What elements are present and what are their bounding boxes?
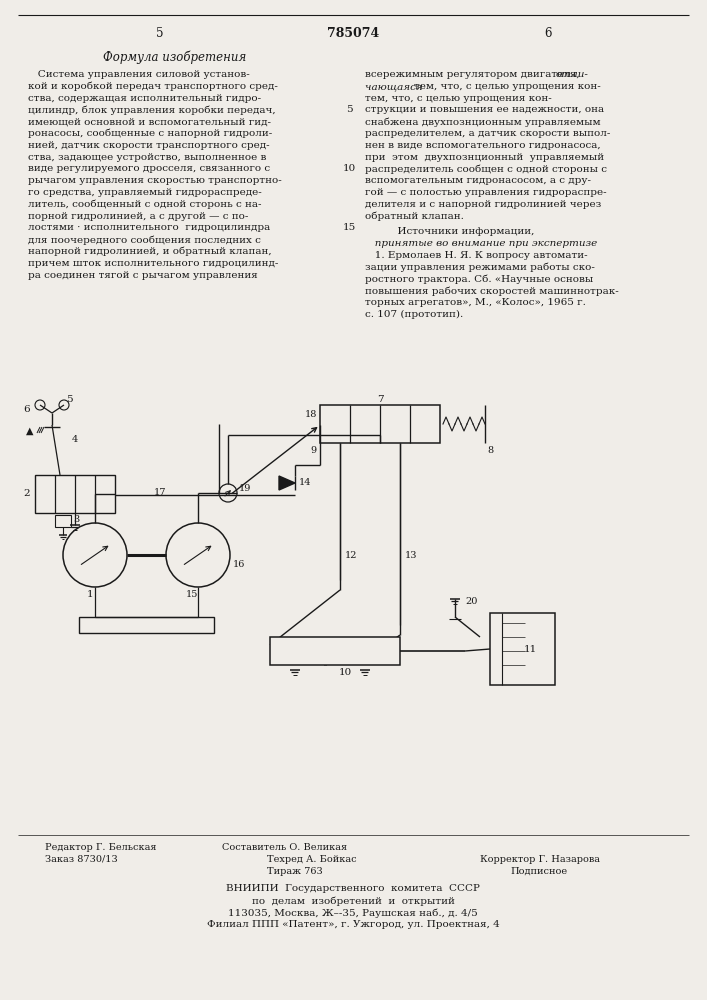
Text: Заказ 8730/13: Заказ 8730/13 bbox=[45, 855, 118, 864]
Text: Формула изобретения: Формула изобретения bbox=[103, 50, 247, 64]
Text: 113035, Москва, Ж–-35, Раушская наб., д. 4/5: 113035, Москва, Ж–-35, Раушская наб., д.… bbox=[228, 908, 478, 918]
Text: по  делам  изобретений  и  открытий: по делам изобретений и открытий bbox=[252, 896, 455, 906]
Text: 8: 8 bbox=[487, 446, 493, 455]
Text: ства, задающее устройство, выполненное в: ства, задающее устройство, выполненное в bbox=[28, 153, 267, 162]
Text: зации управления режимами работы ско-: зации управления режимами работы ско- bbox=[365, 263, 595, 272]
Text: 11: 11 bbox=[523, 645, 537, 654]
Text: нией, датчик скорости транспортного сред-: нией, датчик скорости транспортного сред… bbox=[28, 141, 269, 150]
Text: Корректор Г. Назарова: Корректор Г. Назарова bbox=[480, 855, 600, 864]
Text: делителя и с напорной гидролинией через: делителя и с напорной гидролинией через bbox=[365, 200, 601, 209]
Text: 12: 12 bbox=[345, 550, 358, 560]
Text: имеющей основной и вспомогательный гид-: имеющей основной и вспомогательный гид- bbox=[28, 117, 271, 126]
Text: 15: 15 bbox=[342, 223, 356, 232]
Text: 10: 10 bbox=[339, 668, 351, 677]
Text: 18: 18 bbox=[305, 410, 317, 419]
Text: Техред А. Бойкас: Техред А. Бойкас bbox=[267, 855, 356, 864]
Text: тем, что, с целью упрощения кон-: тем, что, с целью упрощения кон- bbox=[365, 94, 551, 103]
Text: 3: 3 bbox=[73, 514, 79, 524]
Text: 5: 5 bbox=[66, 395, 73, 404]
Bar bbox=[320, 405, 440, 443]
Text: ростного трактора. Сб. «Научные основы: ростного трактора. Сб. «Научные основы bbox=[365, 275, 593, 284]
Text: ▲: ▲ bbox=[26, 427, 34, 436]
Text: 17: 17 bbox=[153, 488, 166, 497]
Text: 14: 14 bbox=[299, 478, 312, 487]
Text: 2: 2 bbox=[23, 489, 30, 498]
Text: 4: 4 bbox=[72, 435, 78, 444]
Text: ра соединен тягой с рычагом управления: ра соединен тягой с рычагом управления bbox=[28, 271, 258, 280]
Text: причем шток исполнительного гидроцилинд-: причем шток исполнительного гидроцилинд- bbox=[28, 259, 279, 268]
Text: виде регулируемого дросселя, связанного с: виде регулируемого дросселя, связанного … bbox=[28, 164, 270, 173]
Text: 20: 20 bbox=[465, 597, 477, 606]
Text: напорной гидролинией, и обратный клапан,: напорной гидролинией, и обратный клапан, bbox=[28, 247, 271, 256]
Text: всережимным регулятором двигателя,: всережимным регулятором двигателя, bbox=[365, 70, 583, 79]
Text: Тираж 763: Тираж 763 bbox=[267, 867, 323, 876]
Text: 15: 15 bbox=[186, 590, 198, 599]
Text: лостями · исполнительного  гидроцилиндра: лостями · исполнительного гидроцилиндра bbox=[28, 223, 270, 232]
Text: чающаяся: чающаяся bbox=[365, 82, 426, 91]
Text: кой и коробкой передач транспортного сред-: кой и коробкой передач транспортного сре… bbox=[28, 82, 278, 91]
Text: 7: 7 bbox=[377, 395, 383, 404]
Text: 9: 9 bbox=[311, 446, 317, 455]
Text: 6: 6 bbox=[544, 27, 551, 40]
Text: 1: 1 bbox=[87, 590, 93, 599]
Text: распределитель сообщен с одной стороны с: распределитель сообщен с одной стороны с bbox=[365, 164, 607, 174]
Text: Филиал ППП «Патент», г. Ужгород, ул. Проектная, 4: Филиал ППП «Патент», г. Ужгород, ул. Про… bbox=[206, 920, 499, 929]
Text: для поочередного сообщения последних с: для поочередного сообщения последних с bbox=[28, 235, 261, 245]
Text: Источники информации,: Источники информации, bbox=[365, 227, 534, 236]
Text: повышения рабочих скоростей машиннотрак-: повышения рабочих скоростей машиннотрак- bbox=[365, 286, 619, 296]
Text: обратный клапан.: обратный клапан. bbox=[365, 212, 464, 221]
Text: 6: 6 bbox=[23, 404, 30, 414]
Text: рычагом управления скоростью транспортно-: рычагом управления скоростью транспортно… bbox=[28, 176, 282, 185]
Text: 785074: 785074 bbox=[327, 27, 379, 40]
Bar bbox=[490, 613, 555, 685]
Polygon shape bbox=[279, 476, 295, 490]
Text: ства, содержащая исполнительный гидро-: ства, содержащая исполнительный гидро- bbox=[28, 94, 261, 103]
Bar bbox=[270, 637, 400, 665]
Bar bbox=[35, 475, 115, 513]
Text: принятые во внимание при экспертизе: принятые во внимание при экспертизе bbox=[365, 239, 597, 248]
Text: струкции и повышения ее надежности, она: струкции и повышения ее надежности, она bbox=[365, 105, 604, 114]
Text: ВНИИПИ  Государственного  комитета  СССР: ВНИИПИ Государственного комитета СССР bbox=[226, 884, 480, 893]
Text: Система управления силовой установ-: Система управления силовой установ- bbox=[28, 70, 250, 79]
Text: цилиндр, блок управления коробки передач,: цилиндр, блок управления коробки передач… bbox=[28, 105, 276, 115]
Text: снабжена двухпознционным управляемым: снабжена двухпознционным управляемым bbox=[365, 117, 601, 127]
Text: литель, сообщенный с одной сторонь с на-: литель, сообщенный с одной сторонь с на- bbox=[28, 200, 262, 209]
Text: с. 107 (прототип).: с. 107 (прототип). bbox=[365, 310, 463, 319]
Text: распределителем, а датчик скорости выпол-: распределителем, а датчик скорости выпол… bbox=[365, 129, 610, 138]
Text: 19: 19 bbox=[239, 484, 252, 493]
Text: вспомогательным гидронасосом, а с дру-: вспомогательным гидронасосом, а с дру- bbox=[365, 176, 591, 185]
Text: порной гидролинией, а с другой — с по-: порной гидролинией, а с другой — с по- bbox=[28, 212, 248, 221]
Text: го средства, управляемый гидрораспреде-: го средства, управляемый гидрораспреде- bbox=[28, 188, 262, 197]
Text: Редактор Г. Бельская: Редактор Г. Бельская bbox=[45, 843, 156, 852]
Text: 5: 5 bbox=[346, 105, 352, 114]
Text: 10: 10 bbox=[342, 164, 356, 173]
Text: нен в виде вспомогательного гидронасоса,: нен в виде вспомогательного гидронасоса, bbox=[365, 141, 601, 150]
Text: Подписное: Подписное bbox=[510, 867, 567, 876]
Text: Составитель О. Великая: Составитель О. Великая bbox=[223, 843, 348, 852]
Bar bbox=[55, 515, 71, 527]
Text: 13: 13 bbox=[405, 550, 418, 560]
Text: 5: 5 bbox=[156, 27, 164, 40]
Text: 16: 16 bbox=[233, 560, 245, 569]
Bar bbox=[79, 617, 214, 633]
Text: 1. Ермолаев Н. Я. К вопросу автомати-: 1. Ермолаев Н. Я. К вопросу автомати- bbox=[365, 251, 588, 260]
Text: отли-: отли- bbox=[556, 70, 589, 79]
Text: при  этом  двухпознционный  управляемый: при этом двухпознционный управляемый bbox=[365, 153, 604, 162]
Text: тем, что, с целью упрощения кон-: тем, что, с целью упрощения кон- bbox=[414, 82, 601, 91]
Text: ронасосы, сообщенные с напорной гидроли-: ронасосы, сообщенные с напорной гидроли- bbox=[28, 129, 272, 138]
Text: гой — с полостью управления гидрораспре-: гой — с полостью управления гидрораспре- bbox=[365, 188, 607, 197]
Text: торных агрегатов», М., «Колос», 1965 г.: торных агрегатов», М., «Колос», 1965 г. bbox=[365, 298, 586, 307]
